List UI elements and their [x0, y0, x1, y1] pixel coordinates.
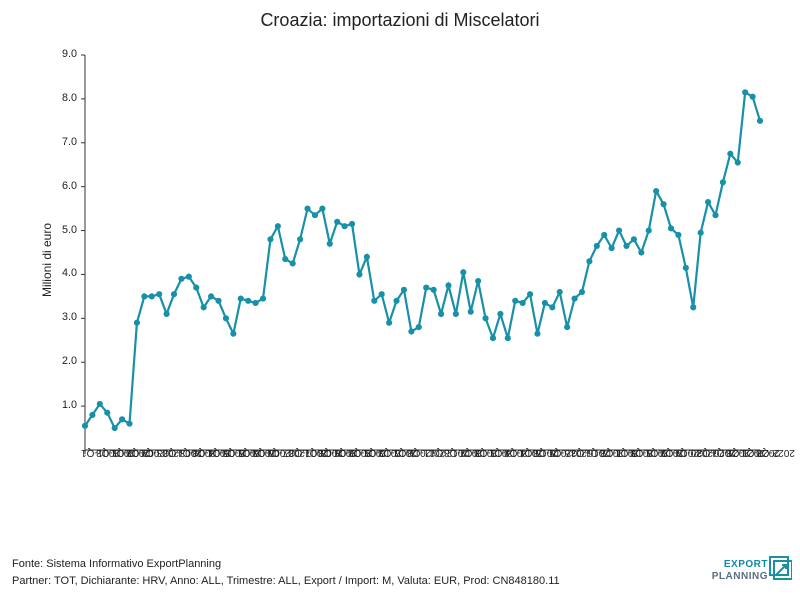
footer-params: Partner: TOT, Dichiarante: HRV, Anno: AL… [12, 575, 560, 587]
y-tick: 3.0 [62, 311, 77, 323]
y-tick: 6.0 [62, 180, 77, 192]
logo-text-top: EXPORT [724, 559, 768, 570]
y-tick: 1.0 [62, 399, 77, 411]
y-tick: 5.0 [62, 224, 77, 236]
chart-plot [85, 55, 761, 451]
footer-source: Fonte: Sistema Informativo ExportPlannin… [12, 558, 221, 570]
chart-title: Croazia: importazioni di Miscelatori [0, 10, 800, 31]
y-tick: 9.0 [62, 48, 77, 60]
y-tick: 2.0 [62, 355, 77, 367]
y-tick: 7.0 [62, 136, 77, 148]
logo: EXPORT PLANNING [712, 555, 792, 594]
logo-text-bottom: PLANNING [712, 571, 768, 582]
y-tick: 8.0 [62, 92, 77, 104]
y-axis-label: Milioni di euro [40, 222, 54, 296]
y-tick: 4.0 [62, 267, 77, 279]
